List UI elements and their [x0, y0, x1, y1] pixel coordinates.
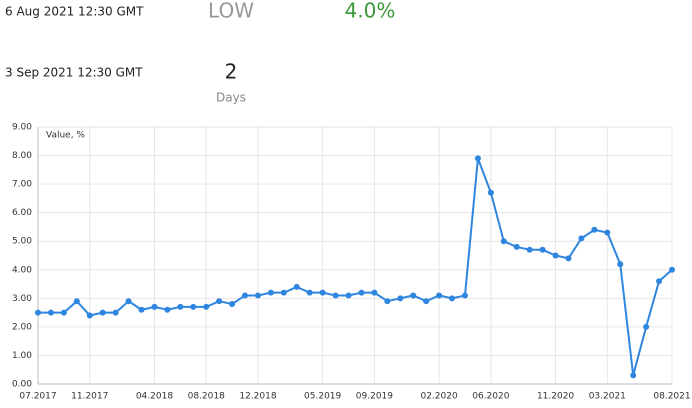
data-point	[539, 246, 546, 253]
data-point	[410, 292, 417, 299]
data-point	[151, 303, 158, 310]
data-point	[86, 312, 93, 319]
line-series	[38, 158, 673, 376]
countdown-unit: Days	[216, 91, 246, 105]
x-tick-label: 03.2021	[589, 392, 626, 402]
data-point	[643, 323, 650, 330]
data-point	[242, 292, 249, 299]
data-point	[267, 289, 274, 296]
data-point	[138, 306, 145, 313]
release-date: 6 Aug 2021 12:30 GMT	[5, 5, 144, 19]
y-tick-label: 7.00	[12, 180, 32, 190]
data-point	[164, 306, 171, 313]
data-point	[229, 301, 236, 308]
x-tick-label: 06.2020	[472, 392, 509, 402]
data-point	[306, 289, 313, 296]
data-point	[358, 289, 365, 296]
data-point	[125, 298, 132, 305]
data-point	[604, 229, 611, 236]
data-point	[669, 266, 675, 273]
data-point	[487, 189, 494, 196]
data-point	[565, 255, 572, 262]
y-tick-label: 5.00	[12, 237, 32, 247]
data-point	[552, 252, 559, 259]
actual-value: 4.0%	[345, 0, 396, 23]
x-tick-label: 02.2020	[420, 392, 457, 402]
y-tick-label: 9.00	[12, 123, 32, 133]
x-tick-label: 12.2018	[239, 392, 276, 402]
x-tick-label: 08.2021	[653, 392, 690, 402]
x-tick-label: 09.2019	[356, 392, 393, 402]
y-axis-label: Value, %	[46, 131, 85, 141]
data-point	[177, 303, 184, 310]
data-point	[73, 298, 80, 305]
data-point	[384, 298, 391, 305]
y-tick-label: 2.00	[12, 322, 32, 332]
data-point	[423, 298, 430, 305]
importance: LOW	[208, 0, 254, 23]
data-point	[112, 309, 119, 316]
data-point	[60, 309, 67, 316]
data-point	[254, 292, 261, 299]
data-point	[345, 292, 352, 299]
y-tick-label: 6.00	[12, 208, 32, 218]
x-tick-label: 11.2017	[71, 392, 108, 402]
data-point	[35, 309, 41, 316]
data-point	[474, 155, 481, 162]
data-point	[280, 289, 287, 296]
data-point	[203, 303, 210, 310]
data-point	[371, 289, 378, 296]
data-point	[656, 278, 663, 285]
x-tick-label: 04.2018	[136, 392, 173, 402]
x-tick-label: 11.2020	[537, 392, 574, 402]
data-point	[461, 292, 468, 299]
data-point	[99, 309, 106, 316]
data-point	[319, 289, 326, 296]
x-tick-label: 07.2017	[19, 392, 56, 402]
data-point	[293, 283, 300, 290]
x-tick-label: 05.2019	[304, 392, 341, 402]
y-tick-label: 0.00	[12, 380, 32, 390]
data-point	[526, 246, 533, 253]
data-point	[332, 292, 339, 299]
data-point	[436, 292, 443, 299]
data-point	[591, 226, 598, 233]
data-point	[216, 298, 223, 305]
data-point	[617, 261, 624, 268]
y-tick-label: 4.00	[12, 265, 32, 275]
data-point	[47, 309, 54, 316]
data-point	[630, 372, 637, 379]
x-tick-label: 08.2018	[188, 392, 225, 402]
y-tick-label: 3.00	[12, 294, 32, 304]
data-point	[190, 303, 197, 310]
countdown: 2	[225, 60, 238, 84]
data-point	[397, 295, 404, 302]
next-release-date: 3 Sep 2021 12:30 GMT	[5, 66, 143, 80]
data-point	[578, 235, 585, 242]
data-point	[500, 238, 507, 245]
y-tick-label: 8.00	[12, 151, 32, 161]
y-tick-label: 1.00	[12, 351, 32, 361]
data-point	[449, 295, 456, 302]
data-point	[513, 243, 520, 250]
